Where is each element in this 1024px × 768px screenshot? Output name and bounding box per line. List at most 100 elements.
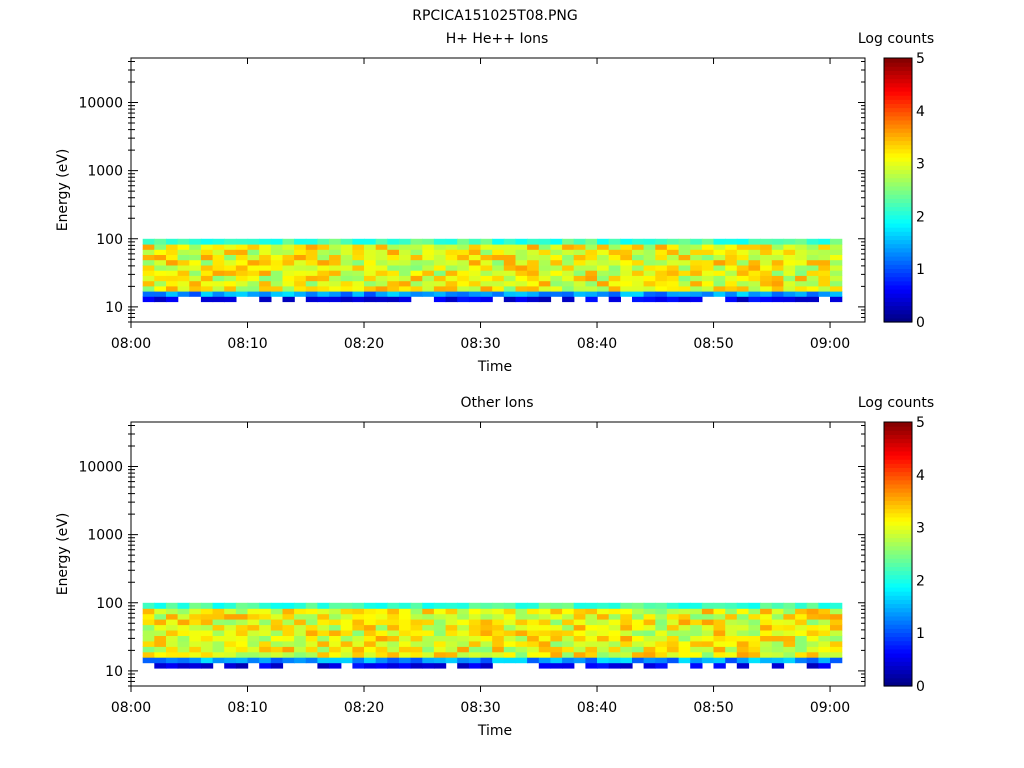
heatmap-cell xyxy=(748,291,761,297)
heatmap-cell xyxy=(212,238,225,245)
heatmap-cell xyxy=(806,275,819,282)
heatmap-cell xyxy=(701,624,715,631)
heatmap-cell xyxy=(235,613,249,620)
heatmap-cell xyxy=(259,651,272,658)
heatmap-cell xyxy=(527,651,540,658)
heatmap-cell xyxy=(666,624,680,631)
heatmap-cell xyxy=(713,624,726,631)
heatmap-cell xyxy=(608,640,621,647)
colorbar-segment xyxy=(884,500,912,506)
heatmap-cell xyxy=(830,254,843,261)
heatmap-cell xyxy=(806,662,819,669)
heatmap-cell xyxy=(748,602,761,609)
heatmap-cell xyxy=(247,613,260,620)
heatmap-cell xyxy=(317,630,330,636)
heatmap-cell xyxy=(247,608,260,615)
y-tick-label: 100 xyxy=(96,596,123,612)
heatmap-cell xyxy=(492,238,505,245)
heatmap-cell xyxy=(690,280,703,287)
heatmap-cell xyxy=(725,264,738,271)
heatmap-cell xyxy=(352,259,365,266)
heatmap-cell xyxy=(678,630,691,636)
heatmap-cell xyxy=(632,646,645,653)
colorbar-segment xyxy=(884,251,912,257)
heatmap-cell xyxy=(375,635,388,642)
heatmap-cell xyxy=(433,619,447,626)
heatmap-cell xyxy=(235,275,249,282)
heatmap-cell xyxy=(736,296,750,303)
heatmap-cell xyxy=(259,602,272,609)
heatmap-cell xyxy=(270,630,284,636)
heatmap-cell xyxy=(760,238,773,245)
heatmap-cell xyxy=(690,275,703,282)
heatmap-cell xyxy=(259,244,272,250)
heatmap-cell xyxy=(457,662,470,669)
colorbar-segment xyxy=(884,144,912,150)
heatmap-cell xyxy=(538,285,552,292)
colorbar-segment xyxy=(884,529,912,534)
heatmap-cell xyxy=(375,657,388,664)
heatmap-cell xyxy=(806,244,819,250)
heatmap-cell xyxy=(760,657,773,664)
heatmap-cell xyxy=(830,244,843,250)
heatmap-cell xyxy=(713,291,726,297)
heatmap-cell xyxy=(492,291,505,297)
colorbar-segment xyxy=(884,62,912,67)
colorbar-segment xyxy=(884,471,912,477)
heatmap-cell xyxy=(317,651,330,658)
heatmap-cell xyxy=(235,630,249,636)
heatmap-cell xyxy=(375,280,388,287)
heatmap-cell xyxy=(701,602,715,609)
heatmap-cell xyxy=(480,630,493,636)
heatmap-cell xyxy=(154,270,167,276)
heatmap-cell xyxy=(620,635,633,642)
heatmap-cell xyxy=(597,280,610,287)
heatmap-cell xyxy=(643,275,656,282)
heatmap-cell xyxy=(713,640,726,647)
heatmap-cell xyxy=(235,619,249,626)
heatmap-cell xyxy=(550,640,563,647)
heatmap-cell xyxy=(317,608,330,615)
heatmap-cell xyxy=(655,635,668,642)
heatmap-cell xyxy=(515,296,528,303)
heatmap-cell xyxy=(655,275,668,282)
heatmap-cell xyxy=(690,238,703,245)
heatmap-cell xyxy=(550,635,563,642)
heatmap-cell xyxy=(177,651,190,658)
heatmap-cell xyxy=(573,640,586,647)
heatmap-cell xyxy=(620,270,633,276)
heatmap-cell xyxy=(294,285,307,292)
heatmap-cell xyxy=(713,275,726,282)
heatmap-cell xyxy=(433,613,447,620)
heatmap-cell xyxy=(177,280,190,287)
heatmap-cell xyxy=(410,619,423,626)
heatmap-cell xyxy=(375,275,388,282)
heatmap-cell xyxy=(177,270,190,276)
heatmap-cell xyxy=(166,651,179,658)
heatmap-cell xyxy=(620,254,633,261)
heatmap-cell xyxy=(736,624,750,631)
heatmap-cell xyxy=(375,244,388,250)
heatmap-cell xyxy=(713,264,726,271)
heatmap-cell xyxy=(142,280,155,287)
heatmap-cell xyxy=(468,296,482,303)
heatmap-cell xyxy=(480,244,493,250)
heatmap-cell xyxy=(550,254,563,261)
x-tick-label: 08:50 xyxy=(693,336,733,352)
heatmap-cell xyxy=(189,624,202,631)
colorbar-segment xyxy=(884,70,912,76)
heatmap-cell xyxy=(515,254,528,261)
colorbar-tick-label: 4 xyxy=(916,104,925,120)
heatmap-cell xyxy=(364,264,377,271)
heatmap-cell xyxy=(457,296,470,303)
heatmap-cell xyxy=(701,291,715,297)
colorbar-segment xyxy=(884,173,912,179)
heatmap-cell xyxy=(352,264,365,271)
heatmap-cell xyxy=(247,657,260,664)
heatmap-cell xyxy=(632,285,645,292)
heatmap-cell xyxy=(154,259,167,266)
heatmap-cell xyxy=(480,238,493,245)
heatmap-cell xyxy=(154,619,167,626)
heatmap-cell xyxy=(736,291,750,297)
heatmap-cell xyxy=(445,651,458,658)
